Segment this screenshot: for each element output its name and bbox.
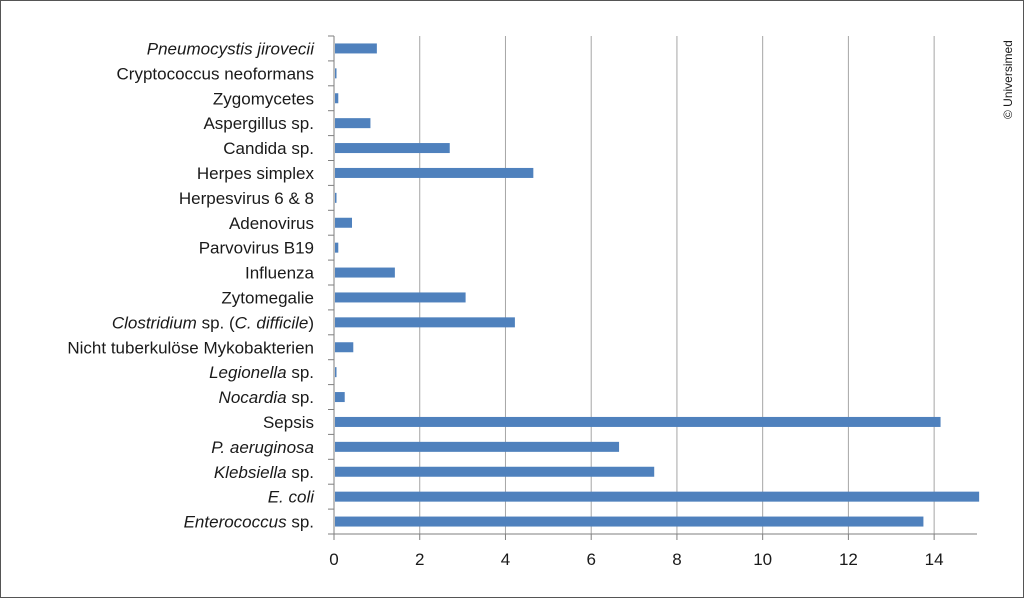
bar xyxy=(335,143,450,154)
bar xyxy=(335,441,620,452)
category-label: Legionella sp. xyxy=(209,363,314,382)
category-label: Zygomycetes xyxy=(213,89,314,108)
bar xyxy=(335,367,337,378)
bar xyxy=(335,392,345,403)
category-label: Adenovirus xyxy=(229,214,314,233)
grid-lines xyxy=(419,36,935,534)
copyright-notice: © Universimed xyxy=(1001,40,1015,119)
category-label: Nicht tuberkulöse Mykobakterien xyxy=(67,338,314,357)
x-tick-label: 8 xyxy=(672,550,681,569)
x-tick-label: 2 xyxy=(415,550,424,569)
x-tick-label: 4 xyxy=(501,550,510,569)
category-label: Clostridium sp. (C. difficile) xyxy=(112,313,314,332)
category-label: Sepsis xyxy=(263,413,314,432)
category-label: Herpesvirus 6 & 8 xyxy=(179,189,314,208)
axes xyxy=(328,35,977,540)
category-label: Cryptococcus neoformans xyxy=(117,64,314,83)
bar xyxy=(335,267,395,278)
category-label: Herpes simplex xyxy=(197,164,315,183)
category-label: Klebsiella sp. xyxy=(214,463,314,482)
category-label: Aspergillus sp. xyxy=(203,114,314,133)
category-label: Nocardia sp. xyxy=(219,388,314,407)
bar xyxy=(335,118,371,129)
category-label: Influenza xyxy=(245,264,315,283)
bars xyxy=(335,43,980,527)
x-tick-label: 14 xyxy=(925,550,944,569)
category-label: Pneumocystis jirovecii xyxy=(147,39,315,58)
x-tick-label: 10 xyxy=(753,550,772,569)
x-tick-label: 12 xyxy=(839,550,858,569)
bar xyxy=(335,43,377,54)
bar xyxy=(335,68,337,79)
bar xyxy=(335,167,534,178)
x-tick-labels: 0 2 4 6 8 10 12 14 xyxy=(329,550,943,569)
category-labels: Pneumocystis jirovecii Cryptococcus neofo… xyxy=(67,39,315,531)
category-label: E. coli xyxy=(268,488,316,507)
bar xyxy=(335,342,354,353)
bar xyxy=(335,491,980,502)
x-tick-label: 0 xyxy=(329,550,338,569)
category-label: Parvovirus B19 xyxy=(199,239,314,258)
category-label: Enterococcus sp. xyxy=(184,513,314,532)
bar xyxy=(335,466,655,477)
category-label: P. aeruginosa xyxy=(211,438,314,457)
bar xyxy=(335,317,515,328)
bar xyxy=(335,242,339,253)
bar xyxy=(335,217,353,228)
category-label: Zytomegalie xyxy=(221,288,314,307)
bar xyxy=(335,192,337,203)
bar xyxy=(335,292,466,303)
bar xyxy=(335,416,941,427)
bar xyxy=(335,93,339,104)
category-label: Candida sp. xyxy=(223,139,314,158)
x-tick-label: 6 xyxy=(586,550,595,569)
bar xyxy=(335,516,924,527)
